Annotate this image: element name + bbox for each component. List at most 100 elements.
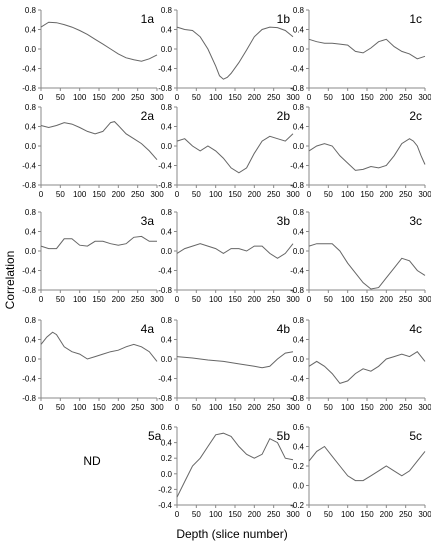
y-tick-label: 0.4 [161, 439, 173, 448]
x-tick-label: 200 [112, 190, 126, 199]
x-tick-label: 150 [228, 295, 242, 304]
x-tick-label: 150 [360, 93, 374, 102]
x-tick-label: 300 [150, 93, 164, 102]
x-tick-label: 50 [56, 93, 65, 102]
panel-1b: -0.8 -0.4 0.0 0.4 0.8 0 50 100 150 200 250 300 1b [158, 6, 300, 102]
x-tick-label: 200 [248, 93, 262, 102]
x-tick-label: 150 [92, 190, 106, 199]
y-tick-label: -0.4 [290, 162, 304, 171]
panel-4b: -0.8 -0.4 0.0 0.4 0.8 0 50 100 150 200 250 300 4b [158, 316, 300, 412]
panel-1c: -0.8 -0.4 0.0 0.4 0.8 0 50 100 150 200 250 300 1c [290, 6, 431, 102]
y-tick-label: 0.8 [25, 6, 37, 15]
y-tick-label: 0.4 [161, 26, 173, 35]
series-line-1a [40, 21, 158, 62]
x-tick-label: 300 [418, 403, 431, 412]
x-tick-label: 100 [209, 93, 223, 102]
x-tick-label: 300 [286, 510, 300, 519]
y-tick-label: 0.0 [161, 470, 173, 479]
y-tick-label: -0.8 [158, 286, 172, 295]
y-tick-label: 0.6 [161, 423, 173, 432]
panel-label: 5b [277, 429, 291, 443]
x-tick-label: 150 [228, 190, 242, 199]
panel-label: 2c [409, 109, 422, 123]
x-tick-label: 50 [192, 295, 201, 304]
x-tick-label: 100 [73, 295, 87, 304]
x-tick-label: 100 [341, 190, 355, 199]
panel-label: 2a [141, 109, 155, 123]
y-tick-label: 0.0 [293, 45, 305, 54]
x-tick-label: 300 [150, 295, 164, 304]
x-tick-label: 0 [307, 403, 312, 412]
y-tick-label: -0.4 [158, 162, 172, 171]
y-tick-label: 0.2 [293, 462, 305, 471]
series-line-2a [40, 121, 158, 161]
y-tick-label: 0.0 [161, 355, 173, 364]
x-tick-label: 50 [324, 510, 333, 519]
x-tick-label: 200 [248, 510, 262, 519]
y-axis-title: Correlation [3, 251, 17, 310]
y-tick-label: 0.8 [161, 316, 173, 325]
x-tick-label: 100 [341, 510, 355, 519]
x-tick-label: 300 [150, 190, 164, 199]
series-line-2c [308, 138, 426, 171]
series-line-4b [176, 351, 294, 369]
y-tick-label: -0.2 [158, 485, 172, 494]
x-tick-label: 100 [73, 190, 87, 199]
y-tick-label: -0.2 [290, 501, 304, 510]
y-tick-label: 0.8 [293, 316, 305, 325]
panel-label: 5c [409, 429, 422, 443]
x-tick-label: 100 [73, 93, 87, 102]
x-tick-label: 100 [209, 510, 223, 519]
x-tick-label: 250 [267, 93, 281, 102]
x-tick-label: 50 [324, 190, 333, 199]
y-tick-label: 0.4 [161, 228, 173, 237]
x-tick-label: 300 [418, 295, 431, 304]
y-tick-label: -0.4 [158, 501, 172, 510]
y-tick-label: -0.8 [22, 181, 36, 190]
x-tick-label: 50 [56, 295, 65, 304]
x-tick-label: 200 [248, 190, 262, 199]
x-tick-label: 100 [209, 190, 223, 199]
x-tick-label: 150 [228, 93, 242, 102]
y-tick-label: -0.8 [290, 181, 304, 190]
x-tick-label: 200 [112, 403, 126, 412]
y-tick-label: -0.8 [158, 181, 172, 190]
x-tick-label: 200 [112, 93, 126, 102]
series-line-4c [308, 351, 426, 384]
x-tick-label: 200 [380, 403, 394, 412]
x-tick-label: 150 [92, 93, 106, 102]
x-tick-label: 0 [175, 295, 180, 304]
panel-label: 3c [409, 214, 422, 228]
x-tick-label: 0 [175, 190, 180, 199]
x-tick-label: 0 [307, 295, 312, 304]
panel-4c: -0.8 -0.4 0.0 0.4 0.8 0 50 100 150 200 250 300 4c [290, 316, 431, 412]
panel-4a: -0.8 -0.4 0.0 0.4 0.8 0 50 100 150 200 250 300 4a [22, 316, 164, 412]
x-tick-label: 200 [380, 93, 394, 102]
y-tick-label: 0.0 [293, 482, 305, 491]
series-line-4a [40, 331, 158, 362]
x-tick-label: 150 [360, 510, 374, 519]
y-tick-label: -0.4 [290, 267, 304, 276]
x-tick-label: 0 [175, 510, 180, 519]
panel-label: 4b [277, 322, 291, 336]
panel-2b: -0.8 -0.4 0.0 0.4 0.8 0 50 100 150 200 250 300 2b [158, 103, 300, 199]
panel-1a: -0.8 -0.4 0.0 0.4 0.8 0 50 100 150 200 250 300 1a [22, 6, 164, 102]
x-tick-label: 50 [192, 93, 201, 102]
x-tick-label: 50 [192, 190, 201, 199]
x-tick-label: 200 [380, 510, 394, 519]
x-tick-label: 150 [228, 510, 242, 519]
y-tick-label: -0.4 [22, 65, 36, 74]
x-tick-label: 0 [39, 295, 44, 304]
panel-2c: -0.8 -0.4 0.0 0.4 0.8 0 50 100 150 200 250 300 2c [290, 103, 431, 199]
y-tick-label: -0.8 [290, 394, 304, 403]
x-tick-label: 300 [418, 93, 431, 102]
panel-label: 4a [141, 322, 155, 336]
x-tick-label: 200 [248, 403, 262, 412]
y-tick-label: -0.4 [22, 162, 36, 171]
x-tick-label: 200 [248, 295, 262, 304]
x-tick-label: 0 [39, 403, 44, 412]
y-tick-label: -0.8 [22, 84, 36, 93]
x-tick-label: 250 [267, 403, 281, 412]
series-line-1b [176, 26, 294, 80]
